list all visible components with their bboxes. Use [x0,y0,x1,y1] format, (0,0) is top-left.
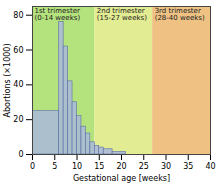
svg-text:60: 60 [13,46,23,55]
svg-text:0: 0 [30,162,35,171]
svg-text:80: 80 [13,11,23,20]
svg-text:35: 35 [183,162,193,171]
svg-text:Abortions (×1000): Abortions (×1000) [3,43,12,117]
svg-text:Gestational age [weeks]: Gestational age [weeks] [73,174,170,183]
svg-text:5: 5 [52,162,57,171]
svg-text:25: 25 [139,162,149,171]
svg-text:20: 20 [116,162,126,171]
svg-text:0: 0 [18,150,23,159]
svg-text:20: 20 [13,115,23,124]
svg-text:3rd trimester(28-40 weeks): 3rd trimester(28-40 weeks) [155,7,205,22]
svg-text:40: 40 [13,80,23,89]
svg-text:10: 10 [72,162,82,171]
svg-text:2nd trimester(15-27 weeks): 2nd trimester(15-27 weeks) [97,7,147,22]
svg-text:30: 30 [161,162,171,171]
svg-text:40: 40 [205,162,215,171]
svg-text:15: 15 [94,162,104,171]
svg-text:1st trimester(0-14 weeks): 1st trimester(0-14 weeks) [35,7,81,22]
